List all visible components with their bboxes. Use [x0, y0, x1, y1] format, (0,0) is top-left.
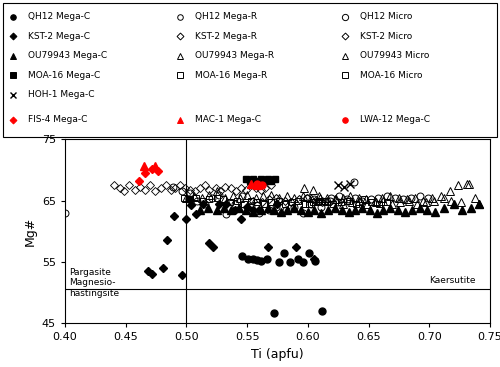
- Text: MOA-16 Mega-C: MOA-16 Mega-C: [28, 71, 100, 80]
- Text: KST-2 Micro: KST-2 Micro: [360, 32, 412, 41]
- Text: Kaersutite: Kaersutite: [430, 276, 476, 285]
- Text: QH12 Mega-R: QH12 Mega-R: [195, 12, 257, 21]
- Text: HOH-1 Mega-C: HOH-1 Mega-C: [28, 90, 94, 99]
- Text: KST-2 Mega-R: KST-2 Mega-R: [195, 32, 257, 41]
- FancyBboxPatch shape: [2, 3, 496, 137]
- Text: OU79943 Mega-R: OU79943 Mega-R: [195, 51, 274, 60]
- Text: LWA-12 Mega-C: LWA-12 Mega-C: [360, 116, 430, 124]
- X-axis label: Ti (apfu): Ti (apfu): [251, 348, 304, 360]
- Text: MAC-1 Mega-C: MAC-1 Mega-C: [195, 116, 261, 124]
- Text: QH12 Mega-C: QH12 Mega-C: [28, 12, 90, 21]
- Text: OU79943 Micro: OU79943 Micro: [360, 51, 430, 60]
- Text: Pargasite
Magnesio-
hastingsite: Pargasite Magnesio- hastingsite: [68, 268, 119, 298]
- Text: FIS-4 Mega-C: FIS-4 Mega-C: [28, 116, 87, 124]
- Text: MOA-16 Micro: MOA-16 Micro: [360, 71, 422, 80]
- Text: QH12 Micro: QH12 Micro: [360, 12, 412, 21]
- Text: OU79943 Mega-C: OU79943 Mega-C: [28, 51, 106, 60]
- Text: MOA-16 Mega-R: MOA-16 Mega-R: [195, 71, 267, 80]
- Y-axis label: Mg#: Mg#: [24, 217, 36, 246]
- Text: KST-2 Mega-C: KST-2 Mega-C: [28, 32, 90, 41]
